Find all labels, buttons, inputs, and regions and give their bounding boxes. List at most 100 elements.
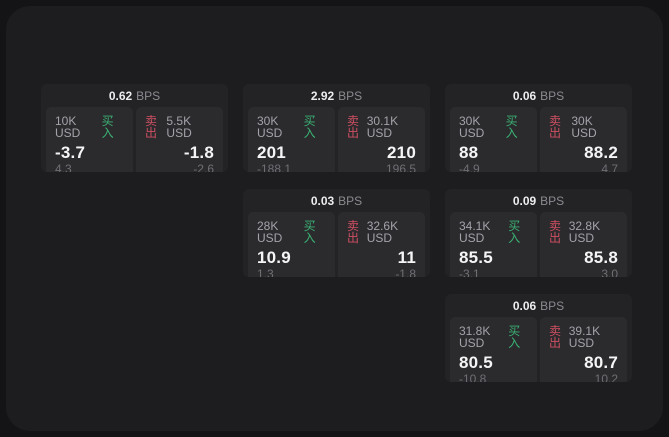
sell-quote-tile[interactable]: 卖出 30K USD 88.2 4.7: [540, 107, 627, 172]
sell-quote-tile[interactable]: 卖出 32.8K USD 85.8 3.0: [540, 212, 627, 277]
sell-button[interactable]: 卖出: [347, 114, 360, 140]
sell-amount: 39.1K USD: [568, 324, 601, 350]
buy-tile-header: 31.8K USD 买入: [459, 325, 528, 349]
sell-button[interactable]: 卖出: [549, 114, 562, 140]
buy-amount: 34.1K USD: [459, 219, 491, 245]
sell-change: 196.5: [385, 161, 416, 172]
buy-tile-header: 30K USD 买入: [459, 115, 528, 139]
quote-card: 0.06 BPS 31.8K USD 买入 80.5 -10.8 卖出 39.1…: [445, 294, 632, 382]
sell-price: 85.8: [584, 248, 618, 267]
sell-price: 210: [387, 143, 416, 162]
card-header: 0.06 BPS: [445, 294, 632, 317]
quote-card: 0.09 BPS 34.1K USD 买入 85.5 -3.1 卖出 32.8K…: [445, 189, 632, 277]
buy-quote-tile[interactable]: 34.1K USD 买入 85.5 -3.1: [450, 212, 537, 277]
bps-unit-label: BPS: [136, 88, 161, 103]
buy-button[interactable]: 买入: [505, 114, 518, 140]
bps-value: 0.06: [512, 88, 537, 103]
buy-amount: 28K USD: [257, 219, 283, 245]
card-header: 2.92 BPS: [243, 84, 430, 107]
buy-tile-header: 30K USD 买入: [257, 115, 326, 139]
sell-button[interactable]: 卖出: [145, 114, 158, 140]
bps-unit-label: BPS: [338, 193, 363, 208]
buy-change: -4.9: [459, 161, 480, 172]
card-body: 10K USD 买入 -3.7 4.3 卖出 5.5K USD -1.8 -2.…: [41, 107, 228, 172]
sell-tile-header: 卖出 32.6K USD: [347, 220, 416, 244]
buy-price: 85.5: [459, 248, 493, 267]
buy-tile-header: 28K USD 买入: [257, 220, 326, 244]
sell-change: 4.7: [601, 161, 618, 172]
sell-price: 80.7: [584, 353, 618, 372]
sell-amount: 30.1K USD: [366, 114, 399, 140]
sell-tile-header: 卖出 5.5K USD: [145, 115, 214, 139]
buy-tile-header: 10K USD 买入: [55, 115, 124, 139]
card-body: 30K USD 买入 88 -4.9 卖出 30K USD 88.2 4.7: [445, 107, 632, 172]
sell-change: 10.2: [594, 371, 618, 382]
buy-change: 1.3: [257, 266, 274, 277]
quote-card: 2.92 BPS 30K USD 买入 201 -188.1 卖出 30.1K …: [243, 84, 430, 172]
sell-quote-tile[interactable]: 卖出 32.6K USD 11 -1.8: [338, 212, 425, 277]
sell-button[interactable]: 卖出: [347, 219, 360, 245]
quote-card: 0.06 BPS 30K USD 买入 88 -4.9 卖出 30K USD 8…: [445, 84, 632, 172]
buy-quote-tile[interactable]: 30K USD 买入 88 -4.9: [450, 107, 537, 172]
card-header: 0.03 BPS: [243, 189, 430, 212]
quote-card: 0.62 BPS 10K USD 买入 -3.7 4.3 卖出 5.5K USD…: [41, 84, 228, 172]
sell-amount: 5.5K USD: [166, 114, 192, 140]
buy-amount: 30K USD: [257, 114, 283, 140]
buy-price: 201: [257, 143, 286, 162]
buy-quote-tile[interactable]: 10K USD 买入 -3.7 4.3: [46, 107, 133, 172]
bps-value: 0.09: [512, 193, 537, 208]
bps-unit-label: BPS: [540, 88, 565, 103]
bps-value: 0.62: [108, 88, 133, 103]
sell-quote-tile[interactable]: 卖出 39.1K USD 80.7 10.2: [540, 317, 627, 382]
sell-button[interactable]: 卖出: [549, 219, 562, 245]
bps-unit-label: BPS: [540, 193, 565, 208]
card-header: 0.62 BPS: [41, 84, 228, 107]
buy-amount: 10K USD: [55, 114, 81, 140]
buy-change: -3.1: [459, 266, 480, 277]
card-header: 0.09 BPS: [445, 189, 632, 212]
sell-amount: 32.6K USD: [366, 219, 399, 245]
card-body: 28K USD 买入 10.9 1.3 卖出 32.6K USD 11 -1.8: [243, 212, 430, 277]
buy-button[interactable]: 买入: [508, 324, 521, 350]
buy-quote-tile[interactable]: 31.8K USD 买入 80.5 -10.8: [450, 317, 537, 382]
sell-change: -1.8: [395, 266, 416, 277]
card-header: 0.06 BPS: [445, 84, 632, 107]
buy-button[interactable]: 买入: [101, 114, 114, 140]
card-body: 30K USD 买入 201 -188.1 卖出 30.1K USD 210 1…: [243, 107, 430, 172]
buy-change: 4.3: [55, 161, 72, 172]
sell-quote-tile[interactable]: 卖出 5.5K USD -1.8 -2.6: [136, 107, 223, 172]
app-surface: 0.62 BPS 10K USD 买入 -3.7 4.3 卖出 5.5K USD…: [6, 6, 663, 431]
buy-button[interactable]: 买入: [303, 114, 316, 140]
card-body: 34.1K USD 买入 85.5 -3.1 卖出 32.8K USD 85.8…: [445, 212, 632, 277]
sell-tile-header: 卖出 32.8K USD: [549, 220, 618, 244]
bps-value: 0.03: [310, 193, 335, 208]
sell-amount: 32.8K USD: [568, 219, 601, 245]
sell-amount: 30K USD: [571, 114, 597, 140]
bps-unit-label: BPS: [338, 88, 363, 103]
buy-quote-tile[interactable]: 28K USD 买入 10.9 1.3: [248, 212, 335, 277]
bps-value: 2.92: [310, 88, 335, 103]
buy-amount: 30K USD: [459, 114, 485, 140]
sell-quote-tile[interactable]: 卖出 30.1K USD 210 196.5: [338, 107, 425, 172]
buy-button[interactable]: 买入: [508, 219, 521, 245]
sell-change: 3.0: [601, 266, 618, 277]
quotes-grid: 0.62 BPS 10K USD 买入 -3.7 4.3 卖出 5.5K USD…: [41, 84, 632, 382]
buy-price: 10.9: [257, 248, 291, 267]
buy-change: -188.1: [257, 161, 292, 172]
sell-tile-header: 卖出 30K USD: [549, 115, 618, 139]
buy-quote-tile[interactable]: 30K USD 买入 201 -188.1: [248, 107, 335, 172]
buy-price: -3.7: [55, 143, 86, 162]
buy-button[interactable]: 买入: [303, 219, 316, 245]
quote-card: 0.03 BPS 28K USD 买入 10.9 1.3 卖出 32.6K US…: [243, 189, 430, 277]
sell-price: 11: [397, 248, 416, 267]
bps-unit-label: BPS: [540, 298, 565, 313]
sell-button[interactable]: 卖出: [549, 324, 562, 350]
card-body: 31.8K USD 买入 80.5 -10.8 卖出 39.1K USD 80.…: [445, 317, 632, 382]
buy-price: 88: [459, 143, 479, 162]
buy-price: 80.5: [459, 353, 493, 372]
buy-tile-header: 34.1K USD 买入: [459, 220, 528, 244]
sell-tile-header: 卖出 30.1K USD: [347, 115, 416, 139]
sell-change: -2.6: [193, 161, 214, 172]
buy-amount: 31.8K USD: [459, 324, 491, 350]
bps-value: 0.06: [512, 298, 537, 313]
